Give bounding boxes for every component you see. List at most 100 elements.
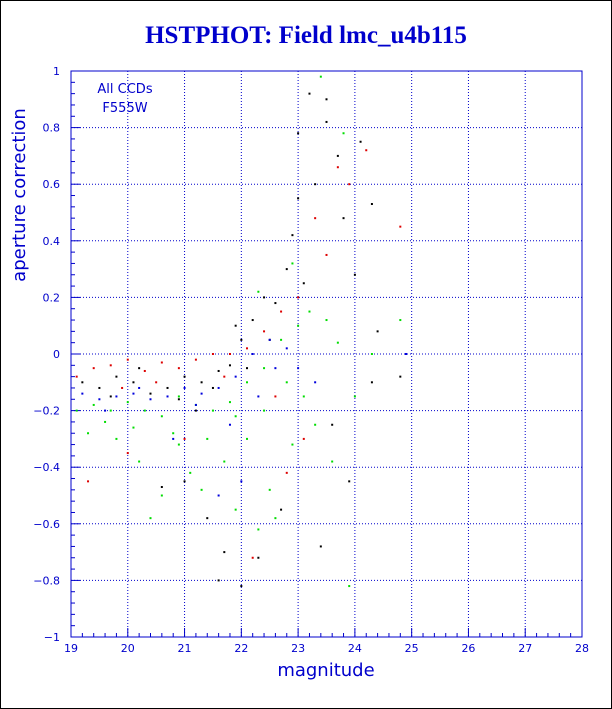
data-point: [109, 364, 112, 367]
data-point: [263, 296, 266, 299]
data-point: [87, 480, 90, 483]
data-point: [246, 347, 249, 350]
data-point: [297, 367, 300, 370]
data-point: [280, 310, 283, 313]
y-tick-label: 0.2: [43, 291, 61, 304]
data-point: [177, 395, 180, 398]
data-point: [399, 319, 402, 322]
data-point: [132, 381, 135, 384]
data-point: [183, 386, 186, 389]
y-tick-label: 0.8: [43, 122, 61, 135]
data-point: [183, 480, 186, 483]
data-point: [166, 395, 169, 398]
data-point: [302, 437, 305, 440]
data-point: [149, 517, 152, 520]
data-point: [280, 508, 283, 511]
data-points: [75, 75, 407, 588]
data-point: [211, 409, 214, 412]
x-tick-labels: 19 20 21 22 23 24 25 26 27 28: [64, 642, 589, 655]
data-point: [336, 154, 339, 157]
data-point: [126, 452, 129, 455]
data-point: [183, 375, 186, 378]
data-point: [132, 392, 135, 395]
data-point: [217, 494, 220, 497]
data-point: [200, 381, 203, 384]
data-point: [274, 517, 277, 520]
data-point: [297, 324, 300, 327]
data-point: [194, 403, 197, 406]
data-point: [285, 268, 288, 271]
data-point: [183, 437, 186, 440]
x-tick-label: 22: [234, 642, 248, 655]
data-point: [126, 401, 129, 404]
data-point: [353, 273, 356, 276]
data-point: [348, 480, 351, 483]
data-point: [251, 319, 254, 322]
data-point: [115, 395, 118, 398]
data-point: [246, 367, 249, 370]
y-tick-label: 0.6: [43, 178, 61, 191]
data-point: [251, 556, 254, 559]
data-point: [336, 166, 339, 169]
data-point: [297, 197, 300, 200]
x-tick-label: 20: [121, 642, 135, 655]
data-point: [246, 437, 249, 440]
data-point: [370, 353, 373, 355]
y-tick-label: −0.6: [33, 518, 60, 531]
data-point: [234, 324, 237, 327]
data-point: [81, 381, 84, 384]
data-point: [285, 471, 288, 474]
data-point: [399, 375, 402, 378]
axis-ticks: [70, 70, 583, 638]
data-point: [297, 132, 300, 135]
data-point: [336, 341, 339, 344]
x-axis-label: magnitude: [277, 660, 374, 681]
data-point: [177, 367, 180, 370]
data-point: [228, 353, 231, 355]
data-point: [314, 381, 317, 384]
data-point: [325, 98, 328, 101]
data-point: [370, 203, 373, 206]
data-point: [98, 398, 101, 401]
data-point: [325, 319, 328, 322]
data-point: [172, 432, 175, 435]
data-point: [234, 415, 237, 418]
data-point: [353, 395, 356, 398]
data-point: [246, 381, 249, 384]
x-tick-label: 28: [575, 642, 589, 655]
data-point: [223, 375, 226, 378]
data-point: [399, 225, 402, 228]
data-point: [217, 386, 220, 389]
data-point: [92, 367, 95, 370]
data-point: [348, 183, 351, 186]
y-tick-labels: −1 −0.8 −0.6 −0.4 −0.2 0 0.2 0.4 0.6 0.8 1: [33, 65, 60, 644]
data-point: [211, 353, 214, 355]
data-point: [223, 460, 226, 463]
data-point: [325, 120, 328, 123]
data-point: [149, 398, 152, 401]
data-point: [314, 423, 317, 426]
chart-title: HSTPHOT: Field lmc_u4b115: [145, 22, 467, 49]
data-point: [126, 358, 129, 361]
data-point: [234, 508, 237, 511]
data-point: [308, 92, 311, 95]
grid-lines: [71, 71, 582, 637]
data-point: [132, 426, 135, 429]
data-point: [365, 149, 368, 152]
data-point: [211, 386, 214, 389]
data-point: [274, 302, 277, 305]
data-point: [274, 367, 277, 370]
data-point: [251, 353, 254, 355]
data-point: [370, 381, 373, 384]
y-tick-label: −0.4: [33, 461, 60, 474]
data-point: [297, 296, 300, 299]
data-point: [75, 409, 78, 412]
data-point: [206, 517, 209, 520]
data-point: [257, 395, 260, 398]
data-point: [291, 234, 294, 237]
data-point: [319, 75, 322, 78]
data-point: [257, 528, 260, 531]
data-point: [302, 395, 305, 398]
data-point: [194, 409, 197, 412]
